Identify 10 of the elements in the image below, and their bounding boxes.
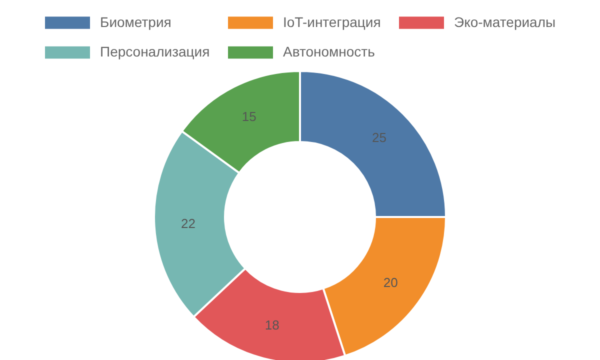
data-label: 22 xyxy=(180,216,196,232)
legend-label: IoT-интеграция xyxy=(283,14,381,30)
data-label: 25 xyxy=(372,130,386,145)
legend-label: Биометрия xyxy=(100,14,172,30)
data-label: 18 xyxy=(264,317,280,332)
data-label: 15 xyxy=(242,109,256,124)
data-label: 20 xyxy=(383,274,398,290)
legend-label: Эко-материалы xyxy=(454,14,556,30)
legend-label: Персонализация xyxy=(100,44,210,60)
legend-label: Автономность xyxy=(283,44,375,60)
